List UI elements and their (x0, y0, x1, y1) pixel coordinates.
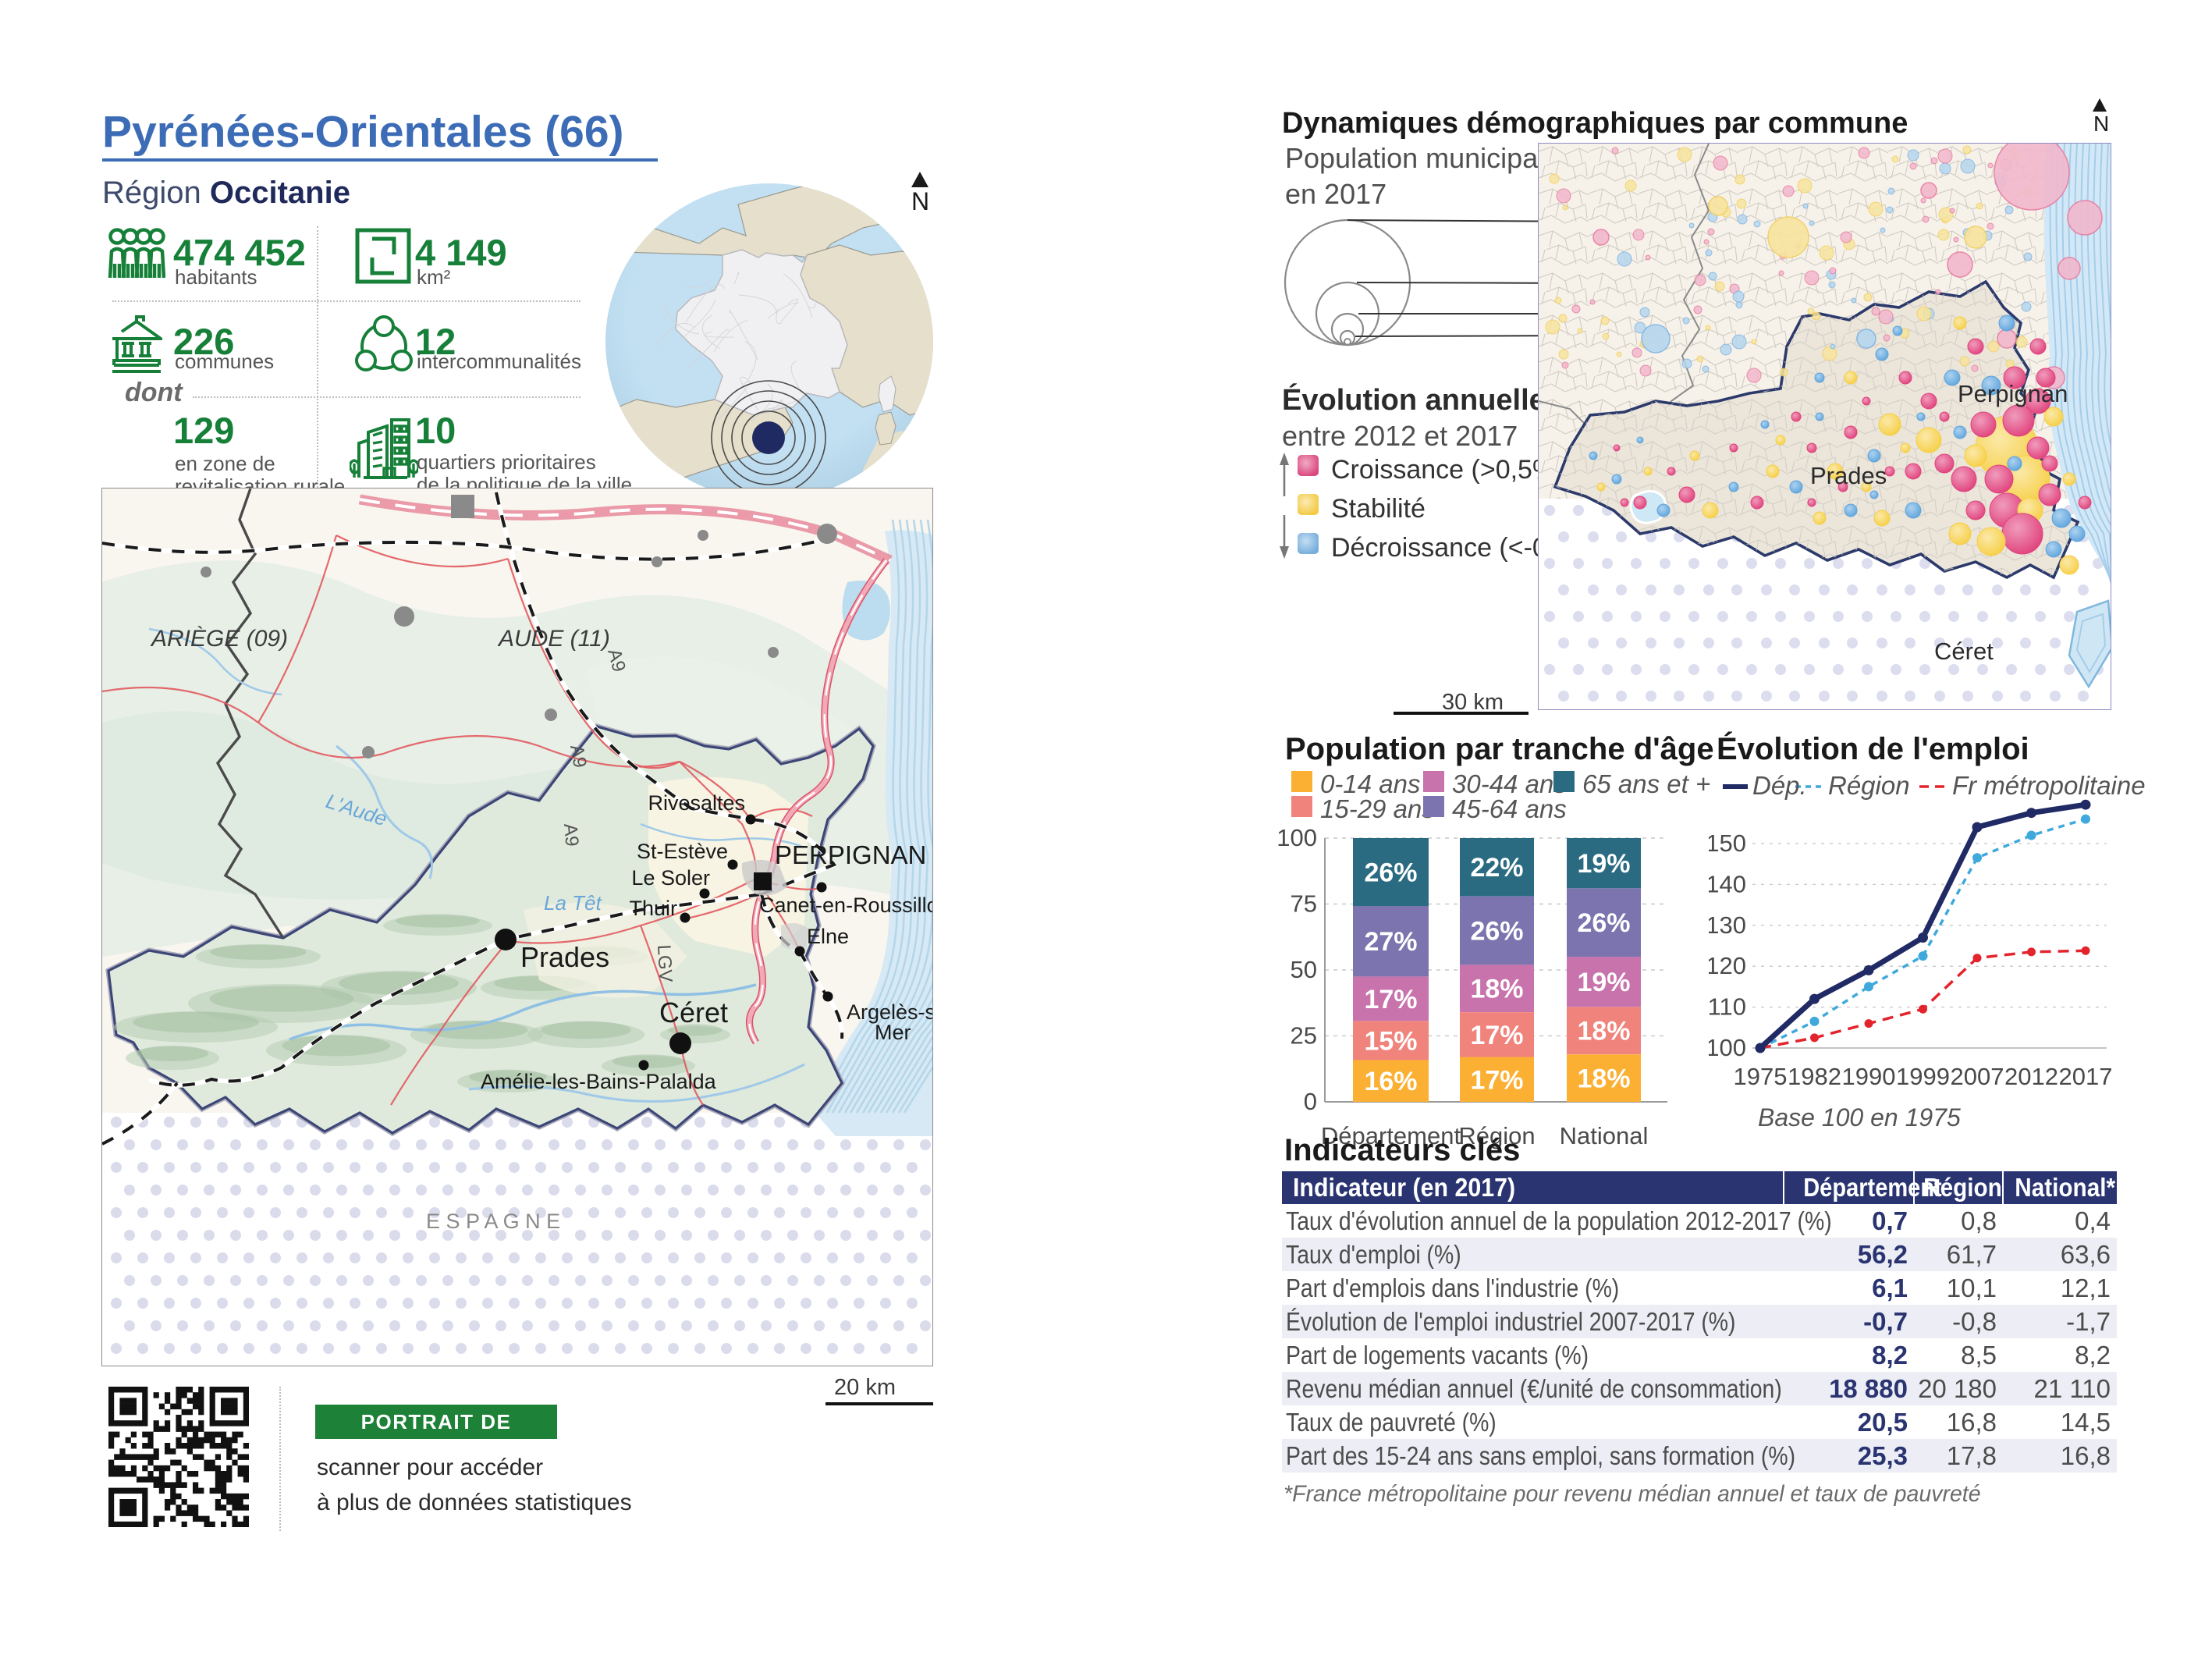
svg-text:120: 120 (1709, 952, 1746, 979)
svg-text:75: 75 (1291, 890, 1317, 918)
svg-text:LGV: LGV (653, 944, 676, 982)
svg-text:26%: 26% (1470, 916, 1523, 946)
svg-text:110: 110 (1709, 993, 1746, 1021)
svg-text:26%: 26% (1364, 858, 1417, 888)
svg-text:Département: Département (1321, 1122, 1461, 1149)
svg-text:2012: 2012 (2004, 1063, 2058, 1090)
svg-text:16%: 16% (1364, 1067, 1417, 1096)
svg-text:National: National (1560, 1122, 1649, 1149)
svg-text:2007: 2007 (1951, 1063, 2004, 1090)
svg-text:100: 100 (1709, 1034, 1746, 1061)
svg-text:Elne: Elne (807, 925, 849, 948)
svg-text:25: 25 (1291, 1022, 1317, 1050)
svg-text:1982: 1982 (1788, 1063, 1841, 1090)
svg-text:Céret: Céret (659, 996, 728, 1028)
svg-text:La Têt: La Têt (544, 891, 602, 915)
svg-text:Région: Région (1458, 1122, 1535, 1149)
svg-text:0: 0 (1304, 1088, 1317, 1115)
svg-text:Rivesaltes: Rivesaltes (648, 791, 745, 815)
svg-text:100: 100 (1276, 824, 1317, 851)
svg-text:17%: 17% (1470, 1065, 1523, 1095)
svg-text:2017: 2017 (2059, 1063, 2113, 1090)
svg-text:18%: 18% (1577, 1017, 1630, 1046)
svg-text:1975: 1975 (1734, 1063, 1788, 1090)
svg-text:Le Soler: Le Soler (631, 866, 710, 890)
svg-text:Prades: Prades (1810, 462, 1887, 489)
svg-text:A9: A9 (566, 743, 591, 769)
svg-text:19%: 19% (1577, 849, 1630, 879)
svg-text:130: 130 (1709, 911, 1746, 939)
svg-text:22%: 22% (1470, 853, 1523, 883)
svg-text:Perpignan: Perpignan (1958, 380, 2068, 407)
svg-text:150: 150 (1709, 830, 1746, 857)
svg-text:Amélie-les-Bains-Palalda: Amélie-les-Bains-Palalda (481, 1070, 717, 1093)
svg-text:18%: 18% (1577, 1064, 1630, 1094)
svg-text:Argelès-sur-: Argelès-sur- (847, 1000, 933, 1024)
svg-text:50: 50 (1291, 956, 1317, 983)
svg-text:27%: 27% (1364, 927, 1417, 957)
svg-text:15%: 15% (1364, 1026, 1417, 1056)
svg-text:AUDE (11): AUDE (11) (497, 626, 610, 652)
svg-text:17%: 17% (1470, 1021, 1523, 1050)
svg-text:Mer: Mer (875, 1021, 911, 1044)
svg-text:1999: 1999 (1896, 1063, 1950, 1090)
svg-text:18%: 18% (1470, 975, 1523, 1004)
svg-text:Céret: Céret (1934, 638, 1994, 665)
svg-text:17%: 17% (1364, 985, 1417, 1014)
svg-text:A9: A9 (559, 822, 582, 847)
svg-text:PERPIGNAN: PERPIGNAN (775, 840, 926, 869)
svg-text:Prades: Prades (520, 941, 609, 973)
svg-text:Thuir: Thuir (629, 897, 677, 920)
svg-text:Canet-en-Roussillon: Canet-en-Roussillon (759, 893, 933, 917)
svg-text:1990: 1990 (1842, 1063, 1896, 1090)
svg-text:E S P A G N E: E S P A G N E (426, 1210, 560, 1233)
svg-text:19%: 19% (1577, 968, 1630, 997)
svg-text:26%: 26% (1577, 908, 1630, 938)
svg-text:ARIÈGE (09): ARIÈGE (09) (150, 626, 288, 652)
svg-text:St-Estève: St-Estève (637, 840, 728, 863)
svg-text:140: 140 (1709, 870, 1746, 897)
